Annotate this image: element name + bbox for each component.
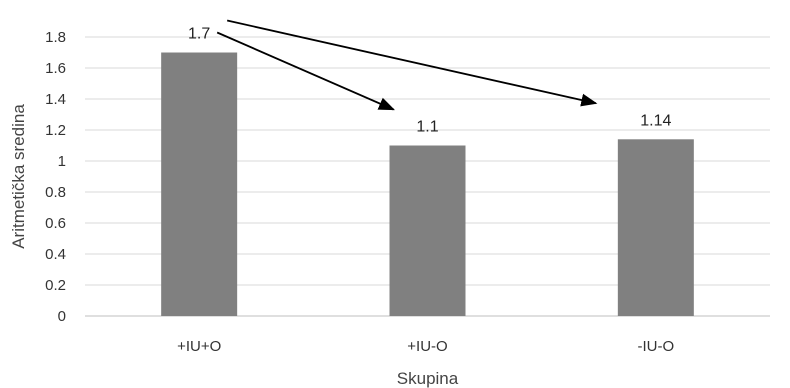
- x-tick-label: +IU+O: [177, 338, 221, 355]
- x-axis-title: Skupina: [397, 369, 459, 388]
- y-tick-label: 1.8: [45, 29, 66, 46]
- y-tick-label: 0.4: [45, 246, 66, 263]
- y-tick-label: 0.8: [45, 184, 66, 201]
- bars: [161, 52, 694, 316]
- data-label: 1.7: [188, 26, 210, 43]
- annotation-arrows: [216, 19, 598, 111]
- y-axis-title: Aritmetička sredina: [9, 104, 28, 249]
- y-tick-label: 1.4: [45, 91, 66, 108]
- y-tick-label: 1.6: [45, 60, 66, 77]
- data-labels: 1.7 1.1 1.14: [188, 26, 671, 136]
- annotation-arrow: [226, 19, 598, 107]
- x-tick-label: +IU-O: [407, 338, 447, 355]
- data-label: 1.1: [416, 119, 438, 136]
- y-tick-label: 1: [58, 153, 66, 170]
- y-tick-label: 1.2: [45, 122, 66, 139]
- bar: [161, 52, 238, 316]
- y-tick-label: 0.6: [45, 215, 66, 232]
- data-label: 1.14: [640, 112, 671, 129]
- y-tick-label: 0.2: [45, 277, 66, 294]
- y-axis-ticks: 0 0.2 0.4 0.6 0.8 1 1.2 1.4 1.6 1.8: [45, 29, 66, 325]
- bar: [617, 139, 694, 316]
- x-tick-label: -IU-O: [637, 338, 674, 355]
- bar: [389, 145, 466, 316]
- annotation-arrow: [216, 31, 395, 111]
- x-axis-ticks: +IU+O +IU-O -IU-O: [177, 338, 674, 355]
- y-tick-label: 0: [58, 308, 66, 325]
